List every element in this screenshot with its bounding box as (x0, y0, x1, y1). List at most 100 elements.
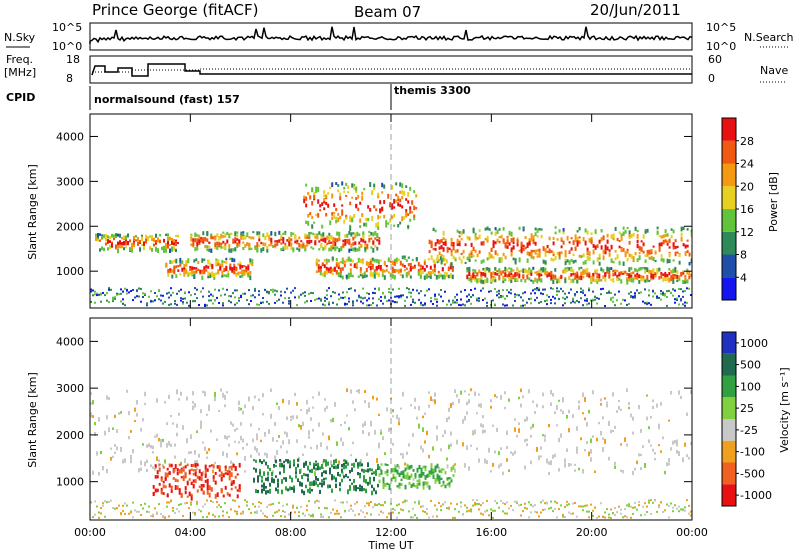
power-cell (534, 299, 536, 302)
power-cell (576, 274, 579, 280)
power-cell (492, 299, 494, 302)
power-cell (364, 240, 367, 244)
power-cell (534, 277, 537, 282)
velocity-cell (604, 439, 606, 444)
velocity-cell (422, 415, 424, 419)
power-cell (434, 295, 436, 298)
power-cell (353, 263, 356, 268)
power-cell (562, 240, 565, 245)
velocity-cell (184, 465, 187, 469)
velocity-cell (436, 474, 439, 480)
velocity-cell (281, 489, 283, 495)
velocity-cell (422, 448, 424, 453)
power-cell (371, 190, 374, 196)
power-cell (401, 255, 404, 260)
power-cell (552, 252, 555, 257)
power-cell (444, 290, 446, 293)
velocity-cell (398, 472, 401, 478)
power-cell (227, 270, 230, 273)
velocity-feature-0 (152, 463, 241, 501)
power-cell (636, 258, 639, 262)
velocity-cell (358, 389, 360, 394)
velocity-cell (442, 481, 445, 486)
velocity-cell (140, 467, 142, 471)
velocity-cell (146, 459, 148, 464)
power-cell (646, 228, 649, 233)
power-cell (648, 279, 651, 283)
power-cell (348, 288, 350, 290)
power-cell (317, 259, 320, 262)
power-cell (345, 214, 348, 219)
velocity-cell (508, 507, 510, 510)
power-cell (158, 298, 160, 301)
velocity-cell (466, 401, 468, 406)
velocity-cell (678, 451, 680, 457)
velocity-cell (528, 516, 530, 519)
velocity-cell (448, 485, 451, 488)
velocity-cell (234, 429, 236, 432)
power-cell (596, 279, 599, 285)
power-cell (654, 250, 657, 255)
power-cell (316, 235, 319, 238)
power-cell (514, 300, 516, 302)
velocity-colorbar-tick-label: -25 (740, 424, 758, 437)
velocity-colorbar-tick-label: -1000 (740, 489, 772, 502)
power-cell (626, 248, 629, 252)
velocity-cell (317, 484, 319, 488)
velocity-cell (126, 389, 128, 393)
velocity-cell (518, 504, 520, 507)
power-cell (190, 236, 193, 242)
power-cell (662, 234, 665, 239)
power-cell (302, 246, 305, 249)
velocity-cell (142, 418, 144, 422)
velocity-cell (402, 509, 404, 512)
power-cell (360, 237, 363, 242)
power-cell (197, 268, 200, 272)
velocity-cell (301, 475, 303, 480)
power-cell (125, 235, 127, 241)
time-tick-label: 04:00 (174, 526, 206, 539)
power-cell (415, 194, 418, 198)
power-cell (316, 233, 319, 238)
power-cell (127, 233, 129, 238)
velocity-cell (668, 504, 670, 507)
velocity-cell (277, 478, 279, 482)
power-cell (614, 304, 616, 307)
velocity-cell (259, 468, 261, 474)
velocity-cell (220, 506, 222, 508)
power-cell (494, 241, 497, 245)
velocity-cell (484, 458, 486, 464)
power-cell (660, 298, 662, 301)
power-cell (105, 237, 107, 242)
power-cell (300, 243, 303, 249)
velocity-cell (444, 484, 447, 489)
velocity-cell (362, 511, 364, 514)
power-cell (608, 249, 611, 252)
velocity-cell (156, 475, 159, 479)
power-cell (560, 237, 563, 240)
velocity-cell (386, 482, 389, 486)
velocity-cell (350, 504, 352, 507)
velocity-cell (285, 459, 287, 462)
velocity-cell (238, 400, 240, 406)
velocity-cell (542, 405, 544, 409)
power-cell (570, 273, 573, 277)
power-cell (586, 299, 588, 302)
velocity-cell (638, 504, 640, 507)
power-cell (514, 296, 516, 298)
power-cell (134, 296, 136, 299)
velocity-cell (424, 475, 427, 480)
power-ytick-label: 2000 (56, 220, 84, 233)
velocity-cell (336, 512, 338, 515)
power-cell (365, 274, 368, 278)
velocity-cell (476, 499, 478, 502)
power-cell (586, 230, 589, 235)
velocity-cell (428, 391, 430, 394)
power-cell (546, 250, 549, 253)
power-cell (478, 229, 481, 233)
power-cell (514, 258, 517, 263)
power-cell (608, 267, 611, 272)
power-cell (428, 288, 430, 291)
power-cell (274, 231, 277, 237)
velocity-cell (566, 500, 568, 503)
